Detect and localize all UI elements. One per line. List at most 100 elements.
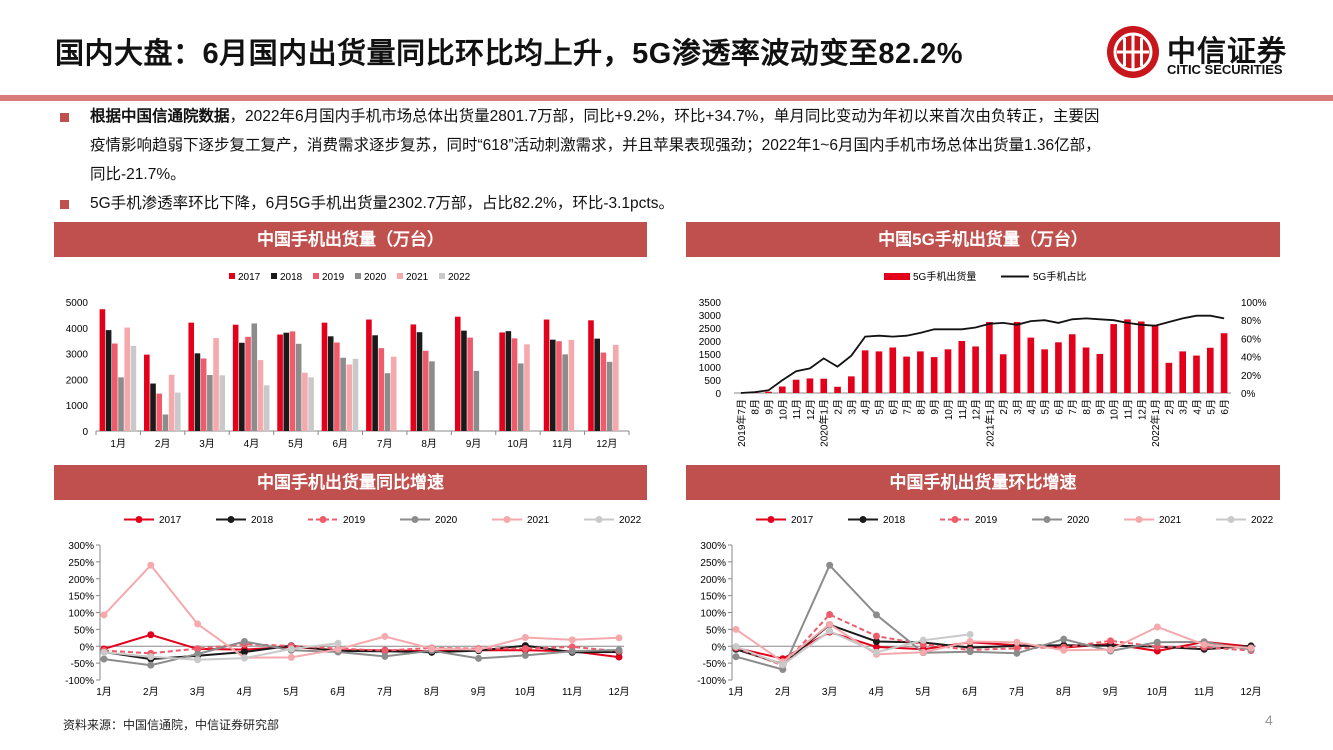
legend-swatch xyxy=(439,273,445,279)
data-point xyxy=(919,636,927,644)
x-tick-label: 4月 xyxy=(237,686,253,698)
legend-label: 2021 xyxy=(527,515,550,526)
legend-swatch xyxy=(884,273,910,280)
x-tick-label: 5月 xyxy=(288,438,304,450)
bar xyxy=(257,360,264,431)
bar-5g xyxy=(1041,349,1048,393)
bar xyxy=(283,332,290,431)
x-tick-label: 4月 xyxy=(1191,399,1203,415)
data-point xyxy=(287,653,295,661)
y-tick-label: 3000 xyxy=(66,350,89,361)
data-point xyxy=(568,647,576,655)
bar xyxy=(130,345,137,431)
panel-title-5g: 中国5G手机出货量（万台） xyxy=(686,222,1280,257)
data-point xyxy=(872,648,880,656)
bar xyxy=(524,344,530,431)
y-tick-label: 1000 xyxy=(699,363,722,374)
bar xyxy=(302,372,308,431)
legend-marker xyxy=(411,516,419,523)
data-point xyxy=(334,639,342,647)
x-tick-label: 11月 xyxy=(1122,399,1134,419)
bar xyxy=(321,322,328,431)
series-line-2022 xyxy=(103,642,339,661)
bar xyxy=(340,357,346,431)
legend-label: 2019 xyxy=(343,515,366,526)
bar xyxy=(277,334,283,431)
x-tick-label: 2021年1月 xyxy=(983,399,996,447)
bar-5g xyxy=(1151,324,1159,393)
y-tick-label: 0% xyxy=(80,642,95,653)
y-tick-label: 500 xyxy=(704,376,721,387)
data-point xyxy=(381,652,389,660)
data-point xyxy=(100,655,108,663)
bar xyxy=(308,377,314,431)
legend-marker xyxy=(1227,516,1235,523)
data-point xyxy=(1013,649,1021,657)
y-tick-label: -100% xyxy=(697,676,726,687)
data-point xyxy=(826,561,834,569)
data-point xyxy=(1153,623,1161,631)
x-tick-label: 10月 xyxy=(1109,399,1121,420)
bar xyxy=(194,353,201,431)
x-tick-label: 2月 xyxy=(998,399,1010,415)
data-point xyxy=(826,627,834,635)
x-tick-label: 9月 xyxy=(1095,399,1107,415)
bullet-square-icon xyxy=(60,200,69,209)
bar-5g xyxy=(820,378,828,393)
data-point xyxy=(732,653,740,661)
bar xyxy=(384,373,391,431)
bar xyxy=(200,358,207,431)
bar-5g xyxy=(1193,355,1200,393)
bar-5g xyxy=(1206,347,1214,393)
y-tick-label: 2000 xyxy=(699,337,722,348)
bar xyxy=(251,323,258,431)
bar xyxy=(505,331,512,431)
data-point xyxy=(872,638,880,646)
bar xyxy=(568,339,575,431)
bar xyxy=(213,338,219,431)
x-tick-label: 6月 xyxy=(888,399,900,415)
x-tick-label: 10月 xyxy=(507,438,528,450)
data-point xyxy=(287,645,295,653)
legend-marker xyxy=(1043,516,1051,523)
legend-label: 2022 xyxy=(1251,515,1274,526)
y-tick-label: -50% xyxy=(703,659,726,670)
data-point xyxy=(521,651,529,659)
y-tick-label: 5000 xyxy=(66,298,89,309)
bar xyxy=(232,324,239,431)
x-tick-label: 5月 xyxy=(1205,399,1217,415)
bullet-1-line-2: 疫情影响趋弱下逐步复工复产，消费需求逐步复苏，同时“618”活动刺激需求，并且苹… xyxy=(90,137,1101,154)
x-tick-label: 6月 xyxy=(330,686,346,698)
data-point xyxy=(147,653,155,661)
bar-5g xyxy=(861,350,869,393)
data-point xyxy=(147,631,155,639)
bullet-2: 5G手机渗透率环比下降，6月5G手机出货量2302.7万部，占比82.2%，环比… xyxy=(60,189,1290,218)
panel-shipments: 中国手机出货量（万台） 0 1000 2000 3000 4000 5000 2017 201… xyxy=(54,222,647,462)
bar-5g xyxy=(930,357,938,393)
series-line-2020 xyxy=(735,563,1252,671)
x-tick-label: 2月 xyxy=(155,438,171,450)
series-line-2021 xyxy=(103,563,620,659)
y-tick-label: 3000 xyxy=(699,311,722,322)
series-line-2019 xyxy=(103,643,620,655)
data-point xyxy=(615,653,623,661)
bar xyxy=(263,385,270,431)
x-tick-label: 12月 xyxy=(971,399,983,420)
x-tick-label: 1月 xyxy=(728,686,744,698)
x-tick-label: 7月 xyxy=(902,399,914,415)
x-tick-label: 8月 xyxy=(750,399,762,415)
legend-label: 2017 xyxy=(791,515,814,526)
panel-title-yoy: 中国手机出货量同比增速 xyxy=(54,465,647,500)
x-tick-label: 10月 xyxy=(1147,686,1168,698)
bar-5g xyxy=(1179,351,1186,393)
bar-5g xyxy=(792,379,800,393)
bullet-1-line-1: ，2022年6月国内手机市场总体出货量2801.7万部，同比+9.2%，环比+3… xyxy=(229,108,1100,125)
data-point xyxy=(1107,646,1115,654)
bar xyxy=(612,344,619,431)
legend-label: 2022 xyxy=(448,272,471,283)
legend-marker xyxy=(767,516,775,523)
bar xyxy=(372,335,378,431)
bar xyxy=(112,343,118,431)
legend-swatch xyxy=(229,273,235,279)
bullet-2-text: 5G手机渗透率环比下降，6月5G手机出货量2302.7万部，占比82.2%，环比… xyxy=(90,195,674,212)
